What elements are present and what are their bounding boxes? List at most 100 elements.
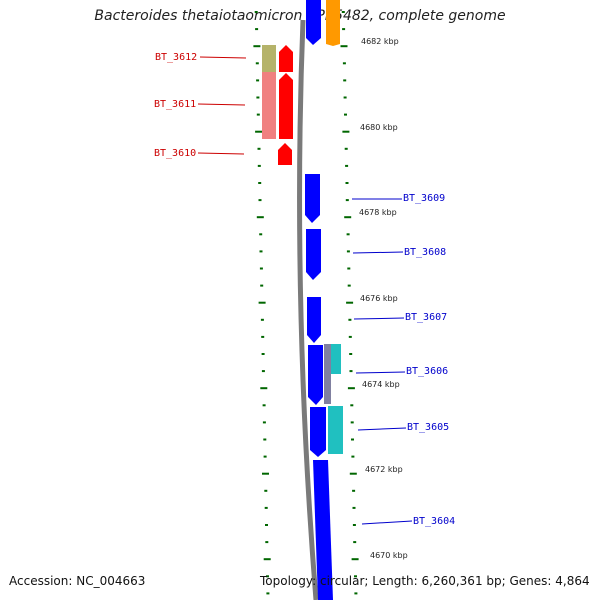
major-tick	[349, 472, 357, 475]
minor-tick	[259, 250, 263, 253]
major-tick	[253, 45, 261, 48]
minor-tick	[349, 353, 353, 355]
kbp-label: 4674 kbp	[362, 380, 400, 389]
label-leader-line	[197, 103, 246, 106]
gene-label-bt-3604: BT_3604	[413, 516, 455, 527]
minor-tick	[261, 370, 265, 373]
minor-tick	[345, 164, 349, 167]
label-leader-line	[355, 371, 406, 374]
minor-tick	[265, 541, 269, 544]
gene-block-orange	[326, 0, 340, 46]
minor-tick	[343, 79, 347, 82]
minor-tick	[348, 335, 352, 338]
minor-tick	[345, 182, 349, 184]
major-tick	[347, 387, 355, 390]
major-tick	[260, 387, 268, 390]
gene-label-bt-3607: BT_3607	[405, 312, 447, 323]
minor-tick	[342, 62, 346, 65]
major-tick	[342, 130, 350, 133]
minor-tick	[348, 318, 352, 321]
minor-tick	[349, 370, 353, 373]
minor-tick	[354, 592, 358, 595]
gene-bar-cyan-lower	[328, 406, 343, 454]
major-tick	[258, 301, 266, 304]
gene-arrow-bt-3604	[313, 460, 333, 600]
label-leader-line	[199, 56, 247, 59]
major-tick	[340, 45, 348, 48]
minor-tick	[346, 233, 350, 236]
minor-tick	[264, 489, 268, 492]
minor-tick	[259, 233, 263, 236]
minor-tick	[261, 335, 265, 338]
minor-tick	[264, 506, 268, 509]
gene-bar-gray-purple	[324, 344, 331, 404]
right-tick-track	[340, 11, 359, 595]
minor-tick	[259, 267, 263, 270]
major-tick	[263, 558, 271, 561]
kbp-label: 4676 kbp	[360, 294, 398, 303]
reverse-gene-labels: BT_3609 BT_3608 BT_3607 BT_3606 BT_3605 …	[352, 193, 455, 527]
minor-tick	[258, 199, 262, 202]
kbp-label: 4682 kbp	[361, 37, 399, 46]
minor-tick	[255, 62, 259, 65]
minor-tick	[347, 267, 351, 270]
minor-tick	[351, 438, 354, 441]
minor-tick	[256, 113, 260, 116]
minor-tick	[352, 524, 356, 526]
minor-tick	[352, 506, 356, 509]
label-leader-line	[353, 317, 405, 320]
minor-tick	[256, 96, 260, 99]
gene-arrow-top-reverse	[306, 0, 321, 45]
gene-label-bt-3611: BT_3611	[154, 99, 196, 110]
minor-tick	[263, 438, 267, 441]
minor-tick	[350, 421, 354, 424]
major-tick	[346, 301, 354, 304]
minor-tick	[352, 489, 356, 492]
major-tick	[256, 216, 264, 219]
gene-arrow-bt-3612	[279, 45, 293, 72]
gene-arrow-bt-3607	[307, 297, 321, 343]
gene-label-bt-3605: BT_3605	[407, 422, 449, 433]
minor-tick	[345, 199, 349, 202]
gene-arrow-bt-3606	[308, 345, 323, 405]
minor-tick	[351, 455, 355, 458]
label-leader-line	[361, 520, 413, 525]
minor-tick	[353, 541, 357, 544]
gene-arrow-bt-3611	[279, 73, 293, 139]
minor-tick	[256, 79, 260, 82]
major-tick	[255, 130, 263, 133]
left-tick-track	[253, 11, 271, 595]
minor-tick	[344, 113, 347, 116]
genome-backbone	[297, 19, 319, 600]
minor-tick	[265, 524, 268, 526]
label-leader-line	[352, 251, 404, 254]
gene-arrow-bt-3608	[306, 229, 321, 280]
minor-tick	[260, 318, 264, 321]
major-tick	[262, 472, 269, 475]
gene-bar-pale-red	[262, 72, 276, 139]
minor-tick	[344, 147, 348, 150]
gene-label-bt-3610: BT_3610	[154, 148, 196, 159]
reverse-genes	[305, 0, 343, 600]
kbp-label: 4670 kbp	[370, 551, 408, 560]
major-tick	[344, 216, 352, 219]
minor-tick	[262, 421, 266, 424]
kbp-scale: 4682 kbp 4680 kbp 4678 kbp 4676 kbp 4674…	[359, 37, 408, 560]
gene-label-bt-3612: BT_3612	[155, 52, 197, 63]
accession-text: Accession: NC_004663	[9, 574, 146, 588]
gene-arrow-bt-3610	[278, 143, 292, 165]
minor-tick	[342, 28, 346, 31]
gene-bar-olive	[262, 45, 276, 72]
minor-tick	[266, 575, 269, 578]
minor-tick	[257, 164, 261, 167]
label-leader-line	[197, 152, 245, 155]
kbp-label: 4678 kbp	[359, 208, 397, 217]
minor-tick	[350, 404, 354, 407]
topology-text: Topology: circular; Length: 6,260,361 bp…	[260, 574, 590, 588]
major-tick	[351, 558, 359, 561]
forward-genes	[262, 45, 293, 165]
gene-arrow-orange	[326, 0, 340, 46]
minor-tick	[258, 182, 262, 184]
